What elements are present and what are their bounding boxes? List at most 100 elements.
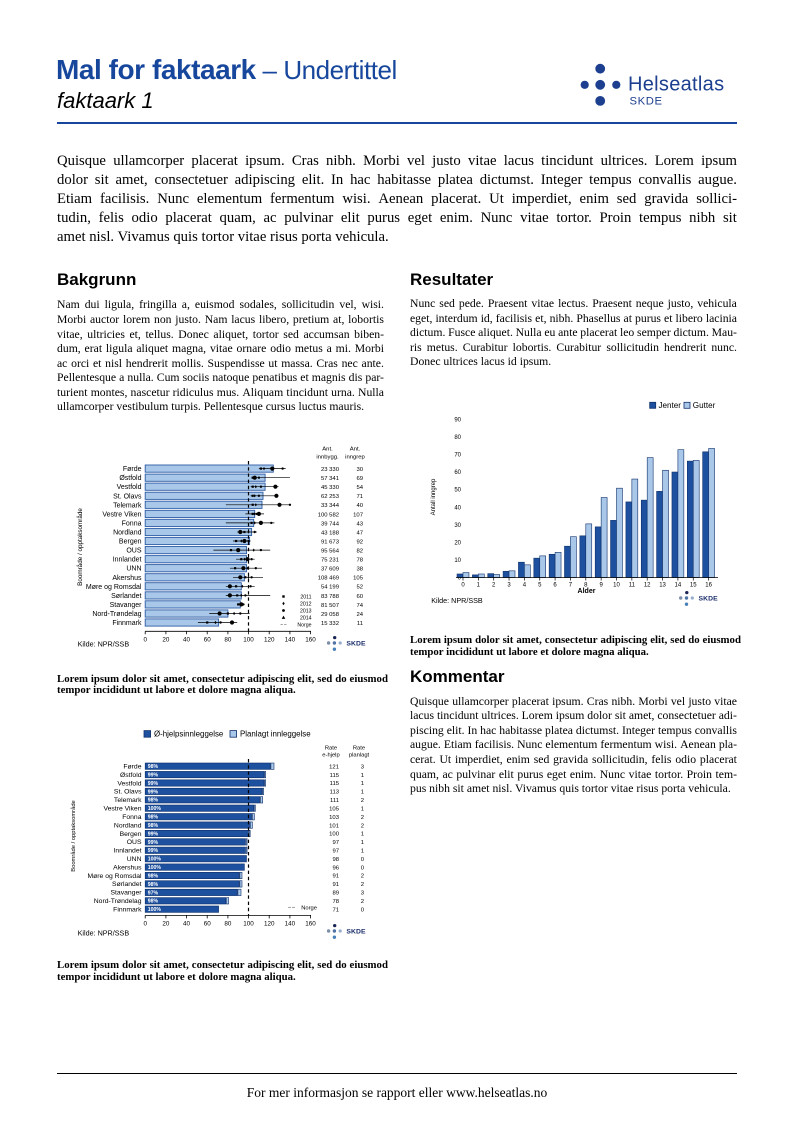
svg-text:0: 0 <box>361 857 365 863</box>
svg-text:1: 1 <box>361 832 364 838</box>
svg-text:99%: 99% <box>148 840 159 846</box>
svg-text:OUS: OUS <box>127 839 142 846</box>
svg-text:99%: 99% <box>148 789 159 795</box>
svg-text:98: 98 <box>332 857 339 863</box>
svg-text:3: 3 <box>361 764 365 770</box>
svg-text:78: 78 <box>332 899 339 905</box>
svg-text:0: 0 <box>461 583 465 589</box>
svg-text:Kilde: NPR/SSB: Kilde: NPR/SSB <box>431 596 483 605</box>
svg-text:20: 20 <box>162 637 170 644</box>
svg-text:0: 0 <box>143 921 147 928</box>
svg-text:100%: 100% <box>148 806 162 812</box>
svg-text:Førde: Førde <box>123 466 142 473</box>
svg-text:75 231: 75 231 <box>321 558 339 564</box>
svg-text:0: 0 <box>361 907 365 913</box>
svg-text:7: 7 <box>569 583 573 589</box>
svg-text:St. Olavs: St. Olavs <box>113 493 142 500</box>
svg-text:96: 96 <box>332 865 339 871</box>
svg-text:92: 92 <box>356 539 363 545</box>
svg-text:140: 140 <box>285 921 296 928</box>
svg-text:Vestre Viken: Vestre Viken <box>102 511 141 518</box>
svg-text:91: 91 <box>332 882 339 888</box>
svg-text:80: 80 <box>224 637 232 644</box>
svg-text:6: 6 <box>553 583 557 589</box>
svg-text:2: 2 <box>361 798 364 804</box>
svg-text:innbygg.: innbygg. <box>316 454 339 460</box>
svg-text:115: 115 <box>330 781 340 787</box>
svg-text:23 330: 23 330 <box>321 467 340 473</box>
svg-text:Nordland: Nordland <box>114 822 142 829</box>
svg-text:54: 54 <box>356 485 363 491</box>
svg-text:38: 38 <box>356 567 363 573</box>
svg-text:39 744: 39 744 <box>321 521 340 527</box>
svg-text:Vestfold: Vestfold <box>117 780 141 787</box>
svg-text:1: 1 <box>361 790 364 796</box>
svg-text:5: 5 <box>538 583 542 589</box>
svg-text:Nord-Trøndelag: Nord-Trøndelag <box>94 898 142 905</box>
svg-text:1: 1 <box>361 849 364 855</box>
svg-text:78: 78 <box>356 558 363 564</box>
svg-text:OUS: OUS <box>126 548 142 555</box>
svg-text:115: 115 <box>330 773 340 779</box>
svg-text:71: 71 <box>332 907 339 913</box>
svg-text:Møre og Romsdal: Møre og Romsdal <box>86 584 142 591</box>
svg-text:0: 0 <box>143 637 147 644</box>
svg-text:Akershus: Akershus <box>112 575 142 582</box>
svg-text:108 469: 108 469 <box>318 576 339 582</box>
svg-text:Vestre Viken: Vestre Viken <box>103 806 141 813</box>
svg-text:2011: 2011 <box>300 595 311 601</box>
svg-text:99%: 99% <box>148 773 159 779</box>
svg-text:9: 9 <box>599 583 603 589</box>
svg-text:1: 1 <box>361 807 364 813</box>
svg-text:100%: 100% <box>148 865 162 871</box>
svg-text:95 564: 95 564 <box>321 549 340 555</box>
svg-text:Bergen: Bergen <box>120 831 142 838</box>
svg-text:40: 40 <box>356 503 363 509</box>
svg-text:82: 82 <box>356 549 363 555</box>
svg-text:Bergen: Bergen <box>119 539 142 546</box>
svg-text:103: 103 <box>329 815 340 821</box>
svg-text:8: 8 <box>584 583 588 589</box>
svg-text:20: 20 <box>454 540 461 546</box>
svg-text:33 344: 33 344 <box>321 503 340 509</box>
svg-text:Jenter: Jenter <box>659 401 682 410</box>
svg-text:Vestfold: Vestfold <box>117 484 142 491</box>
svg-text:e-hjelp: e-hjelp <box>322 752 339 758</box>
svg-text:Boområde / opptaksområde: Boområde / opptaksområde <box>70 800 77 872</box>
svg-text:100: 100 <box>329 832 340 838</box>
svg-text:SKDE: SKDE <box>699 595 719 602</box>
svg-text:Fonna: Fonna <box>122 520 142 527</box>
svg-text:SKDE: SKDE <box>346 928 366 935</box>
svg-text:24: 24 <box>356 612 363 618</box>
svg-text:70: 70 <box>454 453 461 459</box>
svg-text:Planlagt innleggelse: Planlagt innleggelse <box>240 730 311 739</box>
svg-text:113: 113 <box>330 790 340 796</box>
svg-text:99%: 99% <box>148 781 159 787</box>
svg-text:1: 1 <box>361 840 364 846</box>
svg-text:100%: 100% <box>148 907 162 913</box>
svg-text:74: 74 <box>356 603 363 609</box>
svg-text:Rate: Rate <box>325 746 337 752</box>
svg-text:11: 11 <box>629 583 636 589</box>
svg-text:99%: 99% <box>148 848 159 854</box>
svg-text:140: 140 <box>285 637 296 644</box>
svg-text:20: 20 <box>162 921 170 928</box>
svg-text:60: 60 <box>204 637 212 644</box>
svg-text:2: 2 <box>492 583 496 589</box>
svg-text:91 673: 91 673 <box>321 539 340 545</box>
svg-text:Østfold: Østfold <box>120 772 142 779</box>
svg-text:60: 60 <box>356 594 363 600</box>
svg-text:105: 105 <box>329 807 340 813</box>
svg-text:Stavanger: Stavanger <box>111 890 143 897</box>
svg-text:Møre og Romsdal: Møre og Romsdal <box>87 873 142 880</box>
svg-text:Fonna: Fonna <box>122 814 141 821</box>
svg-text:13: 13 <box>659 583 666 589</box>
svg-text:80: 80 <box>454 435 461 441</box>
svg-text:98%: 98% <box>148 899 159 905</box>
svg-text:99%: 99% <box>148 831 159 837</box>
svg-text:10: 10 <box>613 583 620 589</box>
svg-text:Norge: Norge <box>297 623 311 629</box>
svg-text:37 609: 37 609 <box>321 567 339 573</box>
svg-text:121: 121 <box>329 764 339 770</box>
svg-text:29 058: 29 058 <box>321 612 340 618</box>
